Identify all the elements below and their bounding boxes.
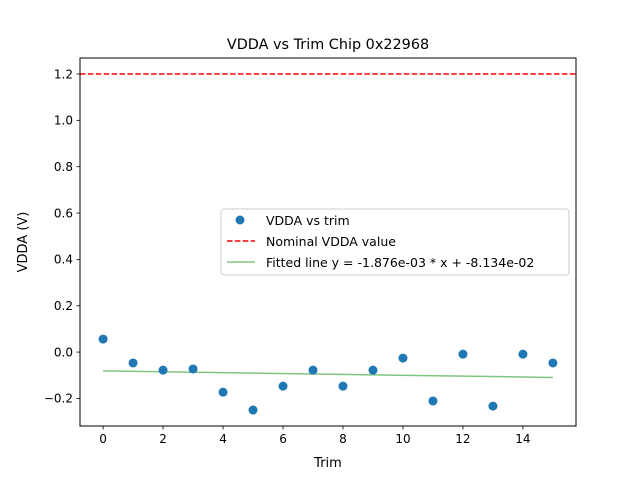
data-point xyxy=(308,365,318,375)
data-point xyxy=(518,349,528,359)
legend-frame xyxy=(220,208,570,276)
y-tick-label: 0.8 xyxy=(54,160,73,174)
data-point xyxy=(248,405,258,415)
y-tick-label: 0.4 xyxy=(54,253,73,267)
y-tick-label: 1.2 xyxy=(54,67,73,81)
data-point xyxy=(488,401,498,411)
y-tick-label: −0.2 xyxy=(44,392,73,406)
legend-label: Nominal VDDA value xyxy=(266,234,396,249)
data-point xyxy=(98,334,108,344)
x-tick-label: 8 xyxy=(339,432,347,446)
y-tick-label: 0.6 xyxy=(54,206,73,220)
legend-marker-scatter xyxy=(235,215,245,225)
fitted-line xyxy=(103,370,553,379)
x-tick-label: 4 xyxy=(219,432,227,446)
y-tick-label: 0.0 xyxy=(54,345,73,359)
data-point xyxy=(428,396,438,406)
data-point xyxy=(278,381,288,391)
axes-frame xyxy=(79,57,577,427)
legend-label: VDDA vs trim xyxy=(266,213,350,228)
y-axis-label: VDDA (V) xyxy=(16,212,31,273)
data-point xyxy=(398,353,408,363)
x-tick-label: 10 xyxy=(395,432,410,446)
data-point xyxy=(338,381,348,391)
data-point xyxy=(128,358,138,368)
data-point xyxy=(368,365,378,375)
x-tick-label: 14 xyxy=(515,432,530,446)
legend-label: Fitted line y = -1.876e-03 * x + -8.134e… xyxy=(266,255,534,270)
legend: VDDA vs trim Nominal VDDA value Fitted lin… xyxy=(220,208,570,276)
data-point xyxy=(458,349,468,359)
x-tick-label: 0 xyxy=(99,432,107,446)
data-point xyxy=(218,387,228,397)
plot-area xyxy=(80,73,576,415)
x-tick-label: 6 xyxy=(279,432,287,446)
x-tick-label: 2 xyxy=(159,432,167,446)
y-tick-label: 0.2 xyxy=(54,299,73,313)
x-tick-label: 12 xyxy=(455,432,470,446)
y-tick-label: 1.0 xyxy=(54,114,73,128)
x-axis-label: Trim xyxy=(313,456,342,471)
chart-title: VDDA vs Trim Chip 0x22968 xyxy=(227,37,429,53)
data-point xyxy=(548,358,558,368)
data-point xyxy=(188,364,198,374)
data-point xyxy=(158,365,168,375)
